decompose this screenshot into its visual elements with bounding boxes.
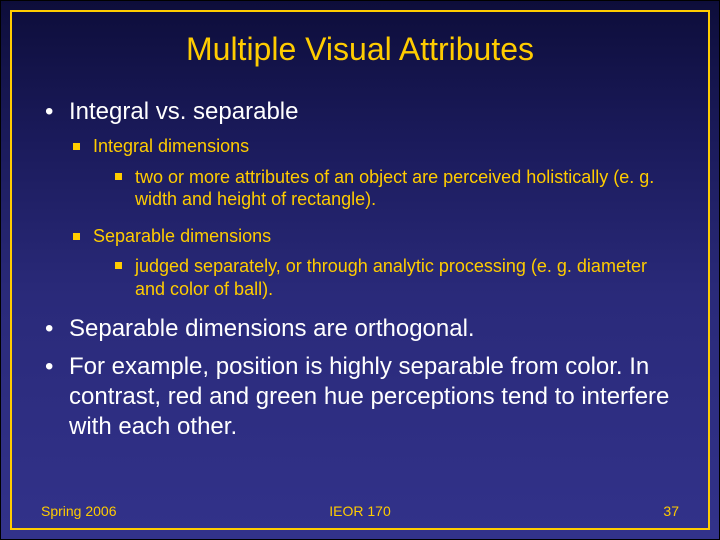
slide-title: Multiple Visual Attributes	[1, 31, 719, 68]
bullet-l2: Integral dimensions	[69, 135, 679, 158]
bullet-l1: Integral vs. separable	[41, 97, 679, 127]
footer-course: IEOR 170	[41, 503, 679, 519]
bullet-l2: Separable dimensions	[69, 225, 679, 248]
bullet-l3: judged separately, or through analytic p…	[111, 255, 679, 300]
slide-body: Integral vs. separable Integral dimensio…	[41, 97, 679, 450]
bullet-l1: Separable dimensions are orthogonal.	[41, 314, 679, 344]
bullet-l3: two or more attributes of an object are …	[111, 166, 679, 211]
bullet-l1: For example, position is highly separabl…	[41, 352, 679, 442]
bullet-list: Integral vs. separable Integral dimensio…	[41, 97, 679, 442]
footer-page-number: 37	[663, 503, 679, 519]
slide: Multiple Visual Attributes Integral vs. …	[0, 0, 720, 540]
